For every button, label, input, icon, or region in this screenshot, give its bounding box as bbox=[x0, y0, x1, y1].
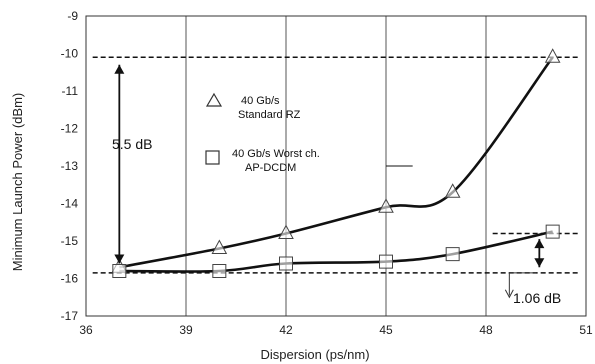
y-tick-label: -16 bbox=[61, 272, 79, 286]
y-tick-label: -11 bbox=[62, 84, 79, 98]
series-2-point-square bbox=[212, 264, 227, 278]
x-tick-label: 36 bbox=[79, 323, 93, 337]
series-2-line bbox=[119, 230, 553, 273]
legend-square-marker bbox=[205, 150, 220, 165]
annotation-small-gap: 1.06 dB bbox=[513, 290, 561, 306]
series-markers bbox=[111, 48, 561, 278]
y-tick-label: -14 bbox=[61, 197, 79, 211]
legend-label-series-2-line-1: 40 Gb/s Worst ch. bbox=[232, 148, 320, 160]
y-tick-label: -9 bbox=[67, 9, 78, 23]
legend-label-series-1-line-2: Standard RZ bbox=[238, 109, 301, 121]
legend-triangle-marker bbox=[205, 92, 223, 107]
y-axis-title: Minimum Launch Power (dBm) bbox=[10, 93, 25, 271]
y-tick-label: -17 bbox=[61, 309, 79, 323]
series-2-point-square bbox=[112, 264, 127, 278]
arrow-large-gap-head-down bbox=[114, 254, 125, 264]
series-1-point-triangle bbox=[378, 198, 394, 213]
legend-label-series-2-line-2: AP-DCDM bbox=[245, 162, 296, 174]
arrow-large-gap-head-up bbox=[114, 64, 125, 74]
annotation-large-gap: 5.5 dB bbox=[112, 136, 152, 152]
x-tick-label: 51 bbox=[579, 323, 593, 337]
arrow-small-gap-head-down bbox=[534, 258, 545, 268]
y-tick-label: -13 bbox=[61, 159, 79, 173]
y-tick-label: -10 bbox=[61, 47, 79, 61]
y-tick-label: -15 bbox=[61, 234, 79, 248]
reference-lines bbox=[92, 56, 580, 274]
legend-label-series-1-line-1: 40 Gb/s bbox=[241, 95, 280, 107]
arrow-annotations bbox=[114, 64, 545, 299]
arrow-small-gap-head-up bbox=[534, 239, 545, 249]
y-tick-label: -12 bbox=[61, 122, 79, 136]
series-2-point-square bbox=[279, 256, 293, 271]
series-1-point-triangle bbox=[278, 224, 294, 239]
y-tick-labels: -9 -10 -11 -12 -13 -14 -15 -16 -17 bbox=[61, 9, 79, 323]
series-1-line bbox=[119, 56, 554, 269]
series-curves bbox=[119, 56, 554, 273]
series-2-point-square bbox=[379, 254, 393, 269]
x-tick-label: 42 bbox=[279, 323, 293, 337]
series-1-point-triangle bbox=[211, 239, 228, 254]
series-1-point-triangle bbox=[544, 48, 561, 63]
pointer-arrow-head bbox=[504, 289, 514, 299]
legend: 40 Gb/s Standard RZ 40 Gb/s Worst ch. AP… bbox=[205, 92, 320, 174]
plot-frame bbox=[85, 15, 587, 317]
series-2-point-square bbox=[545, 224, 560, 239]
series-1-point-triangle bbox=[444, 183, 461, 198]
x-axis-title: Dispersion (ps/nm) bbox=[260, 347, 369, 362]
x-tick-label: 48 bbox=[479, 323, 493, 337]
x-tick-label: 45 bbox=[379, 323, 393, 337]
x-tick-labels: 36 39 42 45 48 51 bbox=[79, 323, 593, 337]
x-tick-label: 39 bbox=[179, 323, 193, 337]
series-2-point-square bbox=[445, 247, 460, 262]
